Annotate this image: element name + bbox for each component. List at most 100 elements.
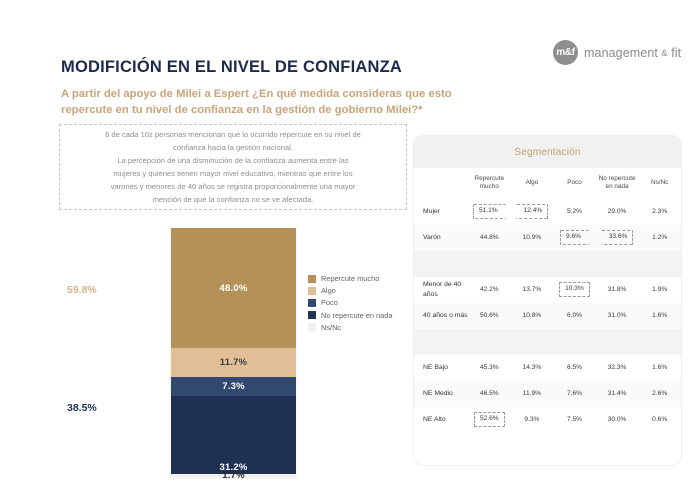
cell-value: 29.0% [607,208,627,216]
cell-value: 51.1% [468,199,511,225]
cell-value: 9.3% [524,416,540,424]
row-label-ne-bajo: NE Bajo [423,364,448,372]
stacked-bar-chart: 59.8% 38.5% 48.0% 11.7% 7.3% 31.2% 1.7% [61,228,401,481]
cell-value: 0.6% [652,416,668,424]
logo-mark: m&f [553,40,578,65]
bar-segment-label: 1.7% [222,470,245,481]
cell-value: 44.8% [468,224,511,251]
cell-value: 32.3% [607,364,627,372]
segmentation-title: Segmentación [514,146,581,158]
page-title: MODIFICIÓN EN EL NIVEL DE CONFIANZA [61,58,402,76]
table-group-separator [414,328,681,355]
cell-value: 10.8% [510,302,554,329]
column-header-repercute-mucho: Repercute mucho [468,168,511,199]
legend-label: Poco [321,298,338,308]
row-label-varon: Varón [414,224,468,251]
logo-wordmark: management & fit [584,46,681,60]
column-header-segment [414,168,468,199]
cell-value: 46.5% [468,380,511,407]
bar-segment-algo: 11.7% [171,348,296,378]
bar-stack: 48.0% 11.7% 7.3% 31.2% 1.7% [171,228,296,481]
insight-line-5: varones y menores de 40 años se registra… [110,182,356,192]
logo-word-management: management [584,45,658,60]
insight-line-2: confianza hacia la gestión nacional. [173,142,293,152]
legend-swatch-icon [308,311,316,320]
column-header-poco: Poco [553,168,596,199]
cell-value: 6.0% [553,302,596,329]
table-header-row: Repercute mucho Algo Poco No repercute e… [414,168,681,199]
cell-value: 42.2% [479,286,499,294]
cell-value: 7.5% [566,416,582,424]
cell-value: 2.3% [652,208,668,216]
table-row: NE Bajo 45.3% 14.3% 6.5% 32.3% 1.6% [414,355,681,381]
table-group-separator [414,250,681,277]
bar-segment-repercute-mucho: 48.0% [171,228,296,348]
bar-segment-ns-nc: 1.7% [171,470,296,481]
legend-swatch-icon [308,323,316,332]
row-label-40-anos-o-mas: 40 años o más [414,302,468,329]
table-row: NE Alto 52.6% 9.3% 7.5% 30.0% 0.6% [414,407,681,433]
cell-value: 52.6% [468,407,511,433]
cell-value: 31.4% [595,380,639,407]
table-body: Mujer 51.1% 12.4% 5.2% 29.0% 2.3% Varón … [414,199,681,433]
segmentation-panel-header: Segmentación [414,136,681,168]
legend-item-algo: Algo [308,286,393,295]
cell-value: 11.9% [510,380,554,407]
legend-item-ns-nc: Ns/Nc [308,323,393,332]
legend-item-no-repercute-en-nada: No repercute en nada [308,311,393,320]
bar-segment-label: 31.2% [219,461,248,473]
legend-label: Repercute mucho [321,274,380,283]
cell-value: 10.3% [553,277,596,303]
brand-logo: m&f management & fit [553,40,681,65]
legend-swatch-icon [308,298,316,307]
cell-value: 13.7% [522,286,542,294]
table-row: Varón 44.8% 10.9% 9.6% 33.6% 1.2% [414,224,681,251]
bar-segment-no-repercute-en-nada: 31.2% [171,395,296,474]
legend-label: Ns/Nc [321,322,342,332]
cell-value: 1.6% [638,302,681,329]
table-row: 40 años o más 50.6% 10.8% 6.0% 31.0% 1.6… [414,302,681,329]
cell-value: 6.5% [566,364,582,372]
legend-item-poco: Poco [308,298,393,307]
row-label-ne-alto: NE Alto [423,416,446,424]
column-header-ns-nc: Ns/Nc [638,168,681,199]
segmentation-table: Repercute mucho Algo Poco No repercute e… [414,168,681,433]
table-row: Menor de 40 años 42.2% 13.7% 10.3% 31.8%… [414,277,681,303]
insight-line-6: mención de que la confianza no se ve afe… [152,195,314,205]
row-label-menor-de-40-anos: Menor de 40 años [423,281,462,298]
cell-value: 12.4% [511,199,554,225]
logo-ampersand: & [661,47,668,58]
cell-value: 50.6% [468,302,511,329]
cell-value: 1.9% [652,286,668,294]
table-row: NE Medio 46.5% 11.9% 7.6% 31.4% 2.6% [414,380,681,407]
group-total-no-repercute: 38.5% [67,402,97,414]
legend-swatch-icon [308,286,316,295]
cell-value: 14.3% [522,364,542,372]
cell-value: 31.8% [607,286,627,294]
legend-swatch-icon [308,274,316,283]
cell-value: 45.3% [479,364,499,372]
legend-item-repercute-mucho: Repercute mucho [308,274,393,283]
column-header-no-repercute-en-nada: No repercute en nada [595,168,639,199]
row-label-mujer: Mujer [423,208,440,216]
bar-segment-label: 48.0% [219,282,248,294]
cell-value: 1.6% [652,364,668,372]
insight-line-4: mujeres y quienes tienen mayor nivel edu… [113,169,353,178]
cell-value: 9.6% [553,224,596,251]
insight-line-1: 6 de cada 10z personas mencionan que lo … [105,129,361,139]
logo-word-fit: fit [671,45,682,60]
cell-value: 10.9% [510,224,554,251]
cell-value: 5.2% [566,208,582,216]
legend-label: No repercute en nada [321,310,393,320]
cell-value: 31.0% [595,302,639,329]
bar-segment-label: 7.3% [222,380,245,392]
group-total-repercute: 59.8% [67,284,97,296]
chart-legend: Repercute mucho Algo Poco No repercute e… [308,274,393,332]
bar-segment-label: 11.7% [219,357,248,369]
legend-label: Algo [321,286,336,296]
cell-value: 7.6% [553,380,596,407]
insight-line-3: La percepción de una disminución de la c… [117,155,349,165]
bar-segment-poco: 7.3% [171,377,296,396]
segmentation-panel: Segmentación Repercute mucho Algo Poco N… [414,136,681,465]
